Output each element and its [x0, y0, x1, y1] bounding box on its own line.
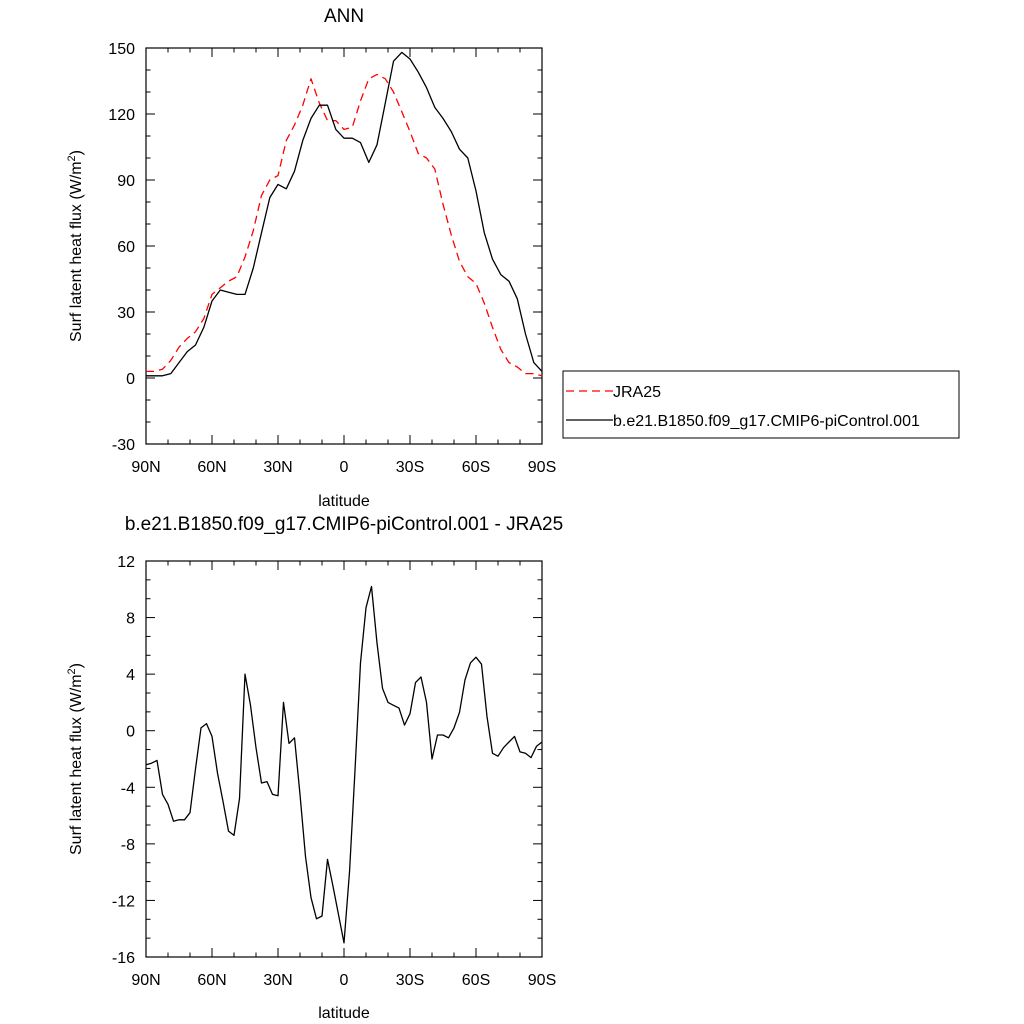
bottom-y-tick-label: -8 — [121, 837, 135, 854]
bottom-y-tick-label: 4 — [126, 667, 135, 684]
bottom-chart: b.e21.B1850.f09_g17.CMIP6-piControl.001 … — [66, 514, 563, 1022]
top-x-tick-label: 60S — [462, 459, 490, 476]
top-x-tick-label: 30S — [396, 459, 424, 476]
bottom-x-tick-label: 30S — [396, 972, 424, 989]
bottom-plot-frame — [145, 560, 543, 958]
top-y-tick-label: 0 — [126, 371, 135, 388]
top-y-tick-label: 30 — [117, 305, 135, 322]
bottom-y-tick-label: 8 — [126, 611, 135, 628]
bottom-series-lines — [145, 585, 543, 944]
top-y-tick-label: 120 — [108, 107, 135, 124]
top-x-axis-label: latitude — [318, 493, 370, 510]
top-series-line-jra25 — [146, 73, 543, 377]
bottom-x-tick-label: 90S — [528, 972, 556, 989]
top-y-label-close: ) — [68, 150, 85, 155]
top-x-tick-label: 0 — [340, 459, 349, 476]
top-series-lines — [146, 51, 543, 377]
bottom-y-tick-label: -4 — [121, 780, 135, 797]
bottom-y-label-main: Surf latent heat flux (W/m — [68, 674, 85, 855]
bottom-x-tick-label: 60N — [197, 972, 226, 989]
bottom-x-tick-label: 0 — [340, 972, 349, 989]
top-y-label-sup: 2 — [66, 155, 78, 161]
top-y-axis-label: Surf latent heat flux (W/m2) — [66, 150, 85, 342]
bottom-x-axis-label: latitude — [318, 1005, 370, 1022]
legend: JRA25 b.e21.B1850.f09_g17.CMIP6-piContro… — [562, 370, 960, 439]
top-series-line-b-e21-b1850-f09-g17-cmip6-picontrol-001 — [146, 51, 543, 377]
top-y-label-main: Surf latent heat flux (W/m — [68, 161, 85, 342]
bottom-y-tick-label: -16 — [112, 950, 135, 967]
bottom-axis-ticks: 90N 60N 30N 0 30S 60S 90S -16 -12 -8 -4 0 4 8 12 — [112, 554, 556, 989]
bottom-series-line-difference — [145, 585, 543, 944]
bottom-y-axis-label: Surf latent heat flux (W/m2) — [66, 663, 85, 855]
top-x-tick-label: 90N — [131, 459, 160, 476]
top-axis-ticks: 90N 60N 30N 0 30S 60S 90S -30 0 30 60 90 120 150 — [108, 41, 556, 476]
bottom-x-tick-label: 60S — [462, 972, 490, 989]
bottom-y-tick-label: 0 — [126, 724, 135, 741]
bottom-chart-title: b.e21.B1850.f09_g17.CMIP6-piControl.001 … — [125, 514, 563, 535]
top-chart-title: ANN — [324, 6, 364, 27]
legend-box — [562, 370, 960, 439]
top-x-tick-label: 60N — [197, 459, 226, 476]
bottom-y-tick-label: 12 — [117, 554, 135, 571]
top-chart: ANN 90N 60N 30N 0 30S 60S 90S-300306090120150 … — [66, 6, 556, 510]
legend-label-model: b.e21.B1850.f09_g17.CMIP6-piControl.001 — [613, 413, 920, 430]
top-y-tick-label: 90 — [117, 173, 135, 190]
bottom-x-tick-label: 30N — [263, 972, 292, 989]
bottom-y-tick-label: -12 — [112, 893, 135, 910]
top-y-tick-label: 150 — [108, 41, 135, 58]
top-x-tick-label: 90S — [528, 459, 556, 476]
bottom-y-label-sup: 2 — [66, 668, 78, 674]
top-x-tick-label: 30N — [263, 459, 292, 476]
top-plot-frame — [145, 47, 543, 445]
bottom-y-label-close: ) — [68, 663, 85, 668]
top-y-tick-label: 60 — [117, 239, 135, 256]
bottom-x-tick-label: 90N — [131, 972, 160, 989]
top-y-tick-label: -30 — [112, 437, 135, 454]
legend-label-jra25: JRA25 — [613, 384, 661, 401]
